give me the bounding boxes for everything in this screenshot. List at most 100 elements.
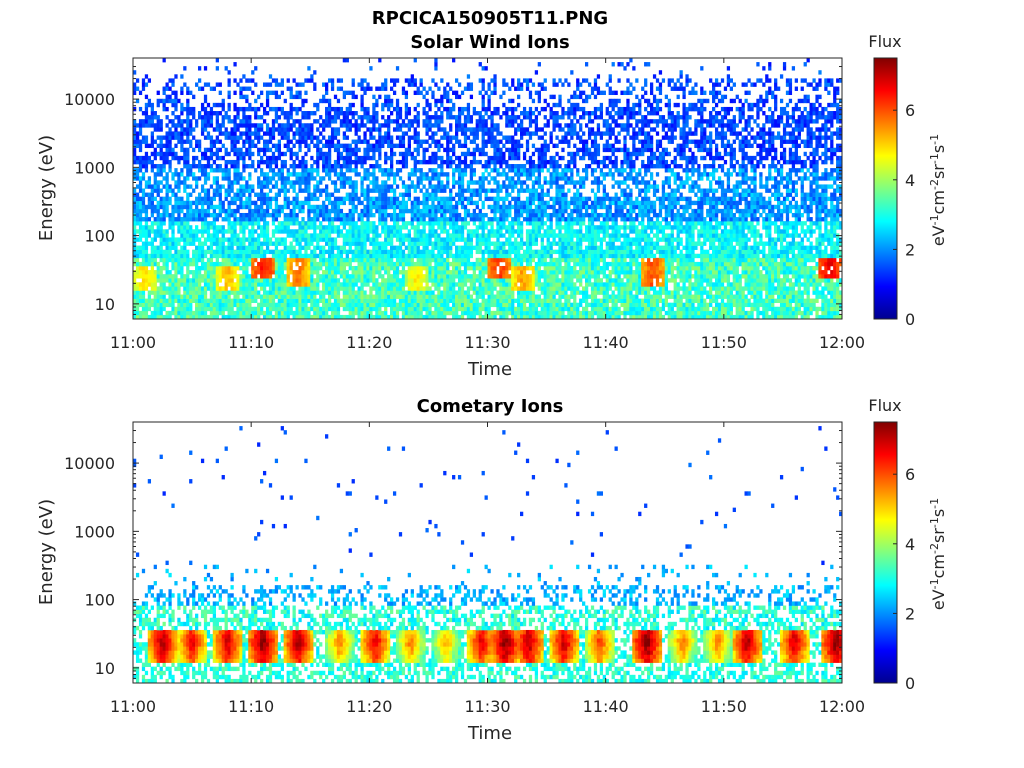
heatmap-cell <box>319 294 323 299</box>
heatmap-cell <box>691 245 695 250</box>
heatmap-cell <box>257 241 261 246</box>
heatmap-cell <box>342 221 346 226</box>
heatmap-cell <box>457 245 462 250</box>
heatmap-cell <box>319 278 323 283</box>
heatmap-cell <box>590 310 595 316</box>
heatmap-cell <box>827 233 831 238</box>
heatmap-cell <box>283 221 287 226</box>
heatmap-cell <box>673 225 677 230</box>
heatmap-cell <box>392 270 397 275</box>
heatmap-cell <box>147 229 152 234</box>
heatmap-cell <box>197 302 202 308</box>
heatmap-cell <box>703 249 707 255</box>
heatmap-cell <box>416 314 420 320</box>
heatmap-cell <box>768 298 772 303</box>
heatmap-cell <box>649 241 654 246</box>
heatmap-cell <box>455 294 459 299</box>
heatmap-cell <box>611 290 615 295</box>
heatmap-cell <box>573 253 577 259</box>
heatmap-cell <box>236 290 240 295</box>
heatmap-cell <box>239 278 243 283</box>
heatmap-cell <box>596 233 601 238</box>
heatmap-cell <box>384 233 388 238</box>
heatmap-cell <box>342 282 346 287</box>
heatmap-cell <box>549 282 553 287</box>
heatmap-cell <box>765 298 769 303</box>
heatmap-cell <box>661 270 666 275</box>
heatmap-cell <box>260 225 264 230</box>
heatmap-cell <box>304 233 308 238</box>
heatmap-cell <box>401 257 406 263</box>
heatmap-cell <box>540 253 544 259</box>
heatmap-cell <box>251 298 255 303</box>
heatmap-cell <box>434 298 438 303</box>
heatmap-cell <box>200 294 205 299</box>
heatmap-cell <box>295 221 299 226</box>
heatmap-cell <box>652 253 657 259</box>
heatmap-cell <box>611 261 615 267</box>
heatmap-cell <box>682 265 686 271</box>
heatmap-cell <box>262 290 267 295</box>
heatmap-cell <box>511 310 515 316</box>
heatmap-cell <box>546 310 550 316</box>
heatmap-cell <box>673 278 677 283</box>
heatmap-cell <box>171 233 175 238</box>
heatmap-cell <box>531 310 536 316</box>
heatmap-cell <box>667 302 671 308</box>
heatmap-cell <box>714 298 719 303</box>
heatmap-cell <box>141 249 146 255</box>
heatmap-cell <box>195 261 199 267</box>
heatmap-cell <box>227 314 231 320</box>
heatmap-cell <box>174 314 178 320</box>
heatmap-cell <box>546 274 550 279</box>
heatmap-cell <box>233 298 237 303</box>
heatmap-cell <box>295 306 299 312</box>
heatmap-cell <box>658 257 663 263</box>
heatmap-cell <box>224 314 228 320</box>
heatmap-cell <box>245 257 249 263</box>
heatmap-cell <box>168 294 172 299</box>
heatmap-cell <box>466 257 471 263</box>
heatmap-cell <box>378 294 382 299</box>
heatmap-cell <box>531 225 536 230</box>
heatmap-cell <box>735 261 739 267</box>
heatmap-cell <box>192 229 196 234</box>
heatmap-cell <box>762 257 766 263</box>
heatmap-cell <box>667 245 671 250</box>
heatmap-cell <box>638 261 642 267</box>
heatmap-cell <box>392 249 397 255</box>
heatmap-cell <box>156 233 160 238</box>
heatmap-cell <box>750 302 754 308</box>
heatmap-cell <box>242 261 246 267</box>
heatmap-cell <box>750 257 754 263</box>
heatmap-cell <box>472 270 476 275</box>
heatmap-cell <box>522 310 527 316</box>
heatmap-cell <box>162 286 166 291</box>
heatmap-cell <box>434 265 438 271</box>
heatmap-cell <box>286 265 290 271</box>
heatmap-cell <box>827 261 831 267</box>
heatmap-cell <box>511 294 515 299</box>
heatmap-cell <box>652 302 657 308</box>
heatmap-cell <box>292 221 296 226</box>
heatmap-cell <box>431 265 435 271</box>
heatmap-cell <box>735 298 739 303</box>
heatmap-cell <box>611 265 615 271</box>
heatmap-cell <box>277 249 281 255</box>
heatmap-cell <box>567 306 571 312</box>
heatmap-cell <box>141 274 146 279</box>
heatmap-cell <box>623 310 627 316</box>
heatmap-cell <box>517 241 521 246</box>
heatmap-cell <box>561 274 565 279</box>
heatmap-cell <box>809 278 813 283</box>
heatmap-cell <box>502 306 506 312</box>
heatmap-cell <box>576 274 580 279</box>
heatmap-cell <box>768 257 772 263</box>
heatmap-cell <box>197 310 202 316</box>
heatmap-cell <box>313 314 317 320</box>
heatmap-cell <box>147 233 152 238</box>
heatmap-cell <box>599 302 604 308</box>
heatmap-cell <box>242 302 246 308</box>
heatmap-cell <box>404 274 409 279</box>
heatmap-cell <box>679 270 683 275</box>
